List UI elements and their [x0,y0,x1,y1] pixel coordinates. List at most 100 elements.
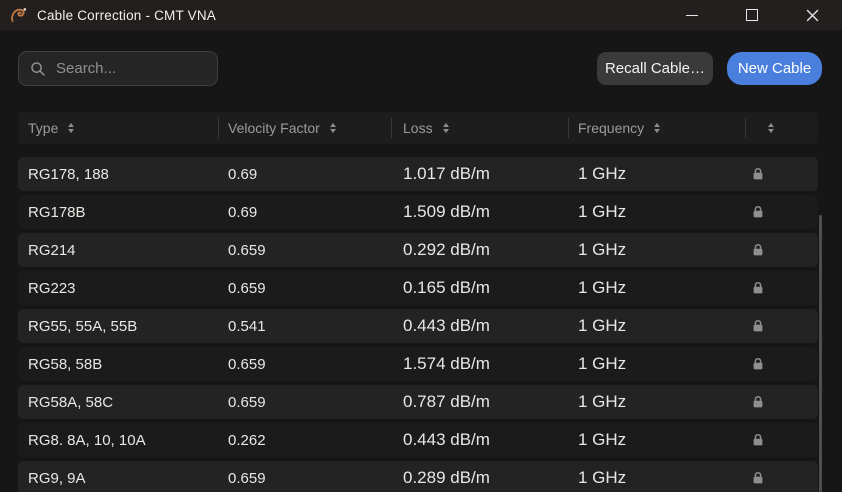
column-header-velocity-factor[interactable]: Velocity Factor [228,112,336,144]
close-button[interactable] [782,0,842,30]
column-header-loss[interactable]: Loss [403,112,449,144]
recall-cable-button[interactable]: Recall Cable… [597,52,713,85]
cell-velocity_factor: 0.659 [228,355,266,373]
cell-frequency: 1 GHz [578,468,627,487]
table-row[interactable]: RG214 0.659 0.292 dB/m 1 GHz [18,233,818,267]
cell-type: RG178B [28,203,86,221]
header-divider [568,118,569,138]
titlebar: Cable Correction - CMT VNA [0,0,842,30]
cell-lock [745,309,771,343]
header-divider [218,118,219,138]
cell-frequency: 1 GHz [578,430,627,449]
sort-arrows-icon [654,123,661,133]
cell-loss: 0.443 dB/m [403,316,490,335]
cell-loss: 0.165 dB/m [403,278,490,297]
cell-loss: 1.017 dB/m [403,164,490,183]
maximize-icon [746,9,758,21]
cell-lock [745,347,771,381]
table-row[interactable]: RG55, 55A, 55B 0.541 0.443 dB/m 1 GHz [18,309,818,343]
table-row[interactable]: RG178, 188 0.69 1.017 dB/m 1 GHz [18,157,818,191]
lock-icon [753,396,763,408]
cell-frequency: 1 GHz [578,316,627,335]
search-box[interactable] [18,51,218,86]
lock-icon [753,244,763,256]
lock-icon [753,282,763,294]
cell-frequency: 1 GHz [578,164,627,183]
cell-frequency: 1 GHz [578,278,627,297]
column-header-frequency[interactable]: Frequency [578,112,661,144]
cell-lock [745,385,771,419]
cell-loss: 0.787 dB/m [403,392,490,411]
column-header-label: Frequency [578,120,645,136]
table-row[interactable]: RG8. 8A, 10, 10A 0.262 0.443 dB/m 1 GHz [18,423,818,457]
column-header-label: Velocity Factor [228,120,320,136]
window-controls [662,0,842,30]
header-divider [391,118,392,138]
table-row[interactable]: RG58, 58B 0.659 1.574 dB/m 1 GHz [18,347,818,381]
cell-type: RG58A, 58C [28,393,114,411]
gecko-logo-icon [11,8,27,23]
column-header-label: Type [28,120,59,136]
minimize-icon [686,14,698,16]
cell-lock [745,233,771,267]
cell-frequency: 1 GHz [578,392,627,411]
cell-velocity_factor: 0.541 [228,317,266,335]
sort-arrows-icon [768,123,774,133]
column-header-lock[interactable] [758,112,774,144]
minimize-button[interactable] [662,0,722,30]
sort-arrows-icon [442,123,449,133]
header-divider [745,118,746,138]
cell-type: RG178, 188 [28,165,109,183]
cell-lock [745,461,771,492]
maximize-button[interactable] [722,0,782,30]
lock-icon [753,358,763,370]
lock-icon [753,168,763,180]
lock-icon [753,320,763,332]
table-row[interactable]: RG58A, 58C 0.659 0.787 dB/m 1 GHz [18,385,818,419]
cell-velocity_factor: 0.69 [228,203,258,221]
cell-type: RG8. 8A, 10, 10A [28,431,146,449]
cell-frequency: 1 GHz [578,240,627,259]
cell-velocity_factor: 0.69 [228,165,258,183]
cell-velocity_factor: 0.659 [228,393,266,411]
cell-loss: 1.574 dB/m [403,354,490,373]
cell-loss: 1.509 dB/m [403,202,490,221]
new-cable-button[interactable]: New Cable [727,52,822,85]
column-header-type[interactable]: Type [28,112,75,144]
window-title: Cable Correction - CMT VNA [37,7,216,23]
cell-velocity_factor: 0.659 [228,279,266,297]
cell-type: RG55, 55A, 55B [28,317,138,335]
cell-loss: 0.443 dB/m [403,430,490,449]
cell-velocity_factor: 0.659 [228,241,266,259]
column-header-label: Loss [403,120,433,136]
sort-arrows-icon [68,123,75,133]
cell-loss: 0.292 dB/m [403,240,490,259]
table-header: Type Velocity Factor Loss Frequency [18,112,818,144]
cell-lock [745,195,771,229]
cell-velocity_factor: 0.659 [228,469,266,487]
cell-lock [745,271,771,305]
lock-icon [753,206,763,218]
close-icon [806,9,818,21]
sort-arrows-icon [329,123,336,133]
cell-frequency: 1 GHz [578,202,627,221]
vertical-scrollbar[interactable] [819,215,822,492]
cell-type: RG58, 58B [28,355,103,373]
table-row[interactable]: RG178B 0.69 1.509 dB/m 1 GHz [18,195,818,229]
cell-lock [745,423,771,457]
cell-type: RG223 [28,279,76,297]
lock-icon [753,434,763,446]
table-row[interactable]: RG9, 9A 0.659 0.289 dB/m 1 GHz [18,461,818,492]
lock-icon [753,472,763,484]
cell-lock [745,157,771,191]
cell-frequency: 1 GHz [578,354,627,373]
cell-type: RG9, 9A [28,469,86,487]
search-input[interactable] [54,59,208,78]
cell-loss: 0.289 dB/m [403,468,490,487]
table-row[interactable]: RG223 0.659 0.165 dB/m 1 GHz [18,271,818,305]
cell-velocity_factor: 0.262 [228,431,266,449]
search-icon [31,61,45,76]
table-body: RG178, 188 0.69 1.017 dB/m 1 GHz RG178B 0.69 1… [18,157,818,492]
cell-type: RG214 [28,241,76,259]
